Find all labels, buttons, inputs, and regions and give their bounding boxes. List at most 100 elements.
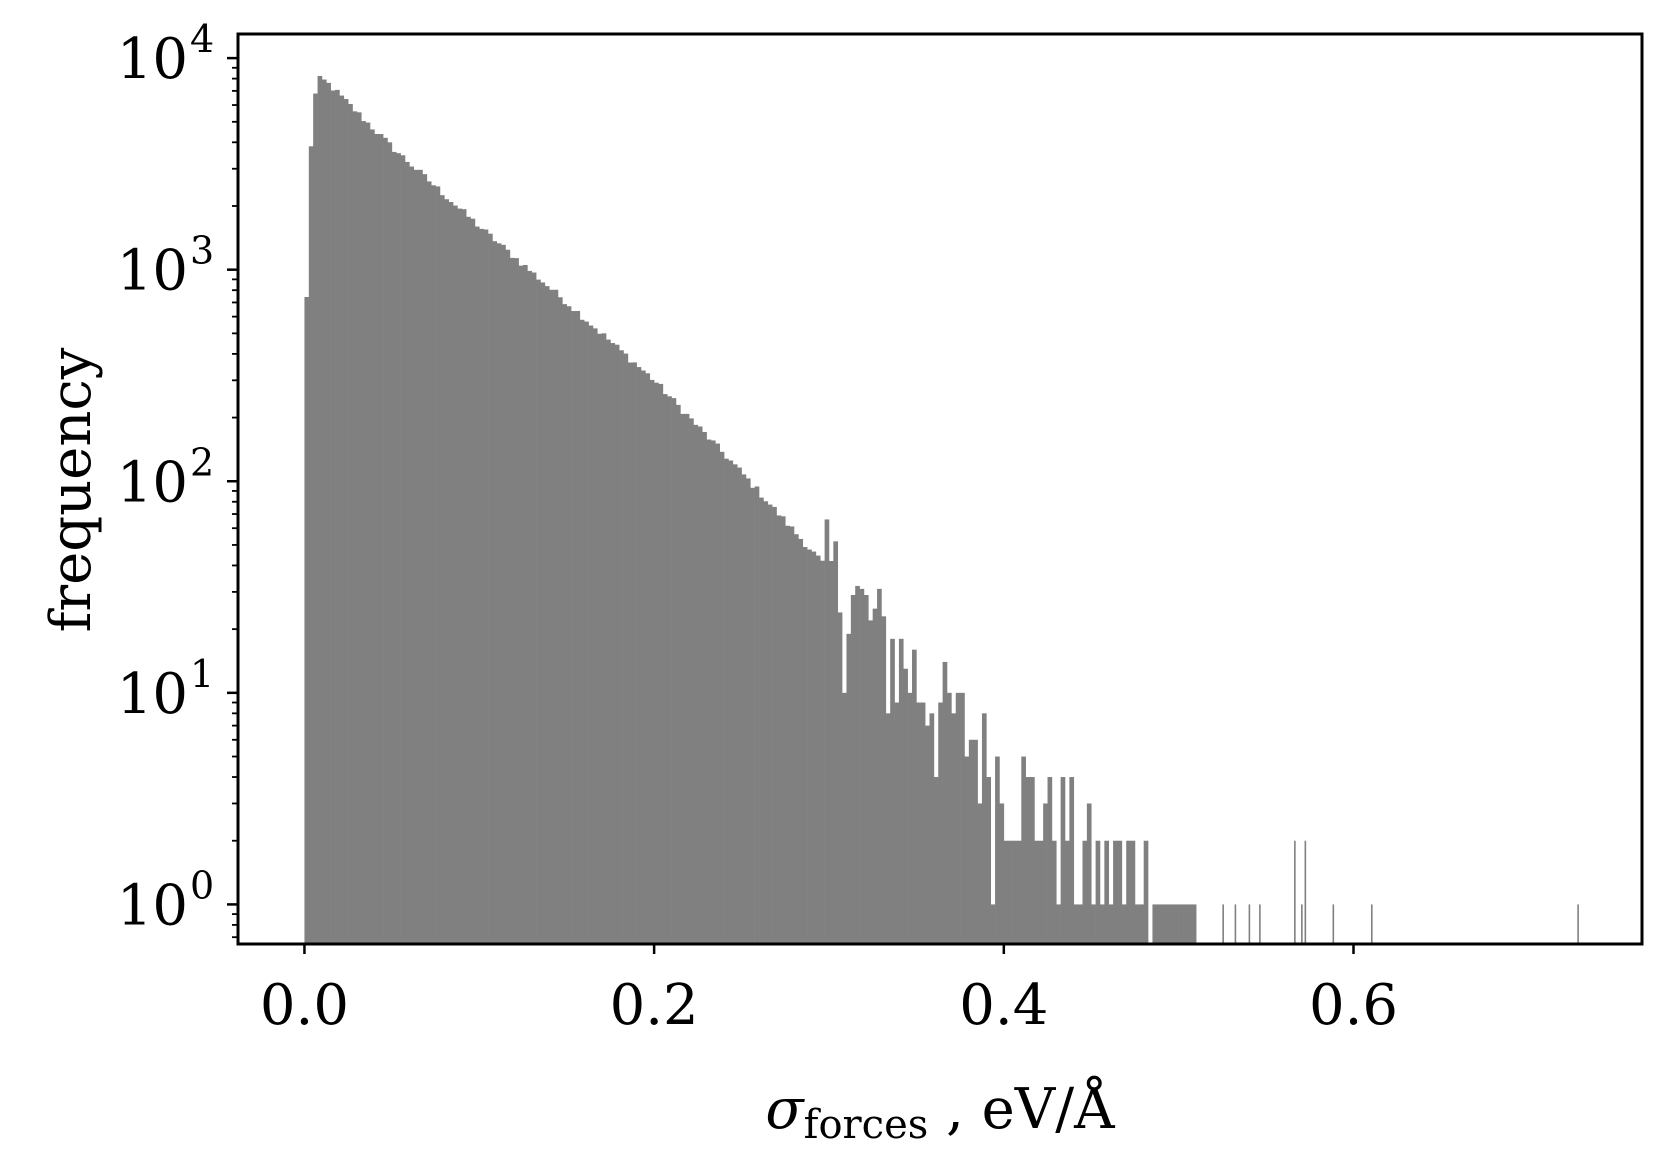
histogram-bar <box>1060 777 1066 944</box>
histogram-bar <box>431 185 436 945</box>
histogram-bar <box>426 181 432 944</box>
histogram-bar <box>912 649 917 944</box>
histogram-bar <box>623 353 629 944</box>
histogram-bar <box>890 638 895 944</box>
histogram-bar <box>645 373 651 944</box>
x-tick-label: 0.4 <box>959 973 1048 1038</box>
histogram-bar <box>422 174 428 944</box>
histogram-bar <box>833 541 839 944</box>
histogram-bar <box>846 633 852 944</box>
histogram-bar <box>435 186 441 945</box>
histogram-bar <box>1165 904 1171 944</box>
histogram-bar <box>920 702 926 944</box>
y-tick-label: 10 <box>117 450 188 515</box>
histogram-bar <box>370 129 375 944</box>
histogram-bar <box>859 588 865 944</box>
histogram-bar <box>960 692 965 944</box>
y-tick-exponent: 4 <box>190 17 214 61</box>
histogram-bar <box>794 534 799 944</box>
histogram-bar <box>396 153 401 944</box>
histogram-bar <box>1003 840 1009 944</box>
histogram-bar <box>1130 840 1136 944</box>
histogram-bar <box>785 525 790 944</box>
histogram-bar <box>1113 840 1118 944</box>
histogram-bar <box>1332 904 1335 944</box>
histogram-bar <box>929 713 935 944</box>
histogram-bar <box>562 304 568 944</box>
x-tick-label: 0.2 <box>610 973 699 1038</box>
histogram-bar <box>837 612 843 944</box>
histogram-bar <box>1161 904 1166 944</box>
histogram-bar <box>1248 904 1251 944</box>
y-tick-exponent: 3 <box>190 229 214 273</box>
histogram-bar <box>741 474 747 944</box>
histogram-bar <box>627 362 633 944</box>
y-tick-label: 10 <box>117 239 188 304</box>
histogram-bar <box>925 725 930 944</box>
histogram-bar <box>461 209 467 944</box>
histogram-bar <box>802 546 808 944</box>
histogram-bar <box>483 229 489 945</box>
histogram-bar <box>986 777 991 944</box>
histogram-bar <box>527 270 533 944</box>
histogram-bar <box>557 297 563 944</box>
histogram-bar <box>973 739 978 944</box>
histogram-bar <box>907 692 913 944</box>
y-tick-label: 10 <box>117 27 188 92</box>
histogram-bar <box>509 257 515 944</box>
histogram-bar <box>474 226 480 945</box>
histogram-bar <box>981 713 987 944</box>
histogram-bar <box>807 549 812 944</box>
histogram-bar <box>693 424 699 945</box>
histogram-bar <box>606 339 611 945</box>
histogram-bar <box>1294 840 1296 944</box>
histogram-bar <box>1012 840 1018 944</box>
histogram-bar <box>710 440 716 944</box>
histogram-bar <box>877 588 882 944</box>
histogram-bar <box>780 516 786 944</box>
histogram-bar <box>697 426 703 944</box>
histogram-bar <box>588 325 594 944</box>
histogram-bar <box>313 93 318 945</box>
histogram-bar <box>1126 840 1131 944</box>
histogram-bar <box>514 258 519 944</box>
histogram-bar <box>339 95 345 944</box>
histogram-bar <box>815 555 821 944</box>
histogram-bar <box>1025 777 1031 944</box>
histogram-bar <box>1370 904 1373 944</box>
x-tick-label: 0.6 <box>1309 973 1398 1038</box>
y-tick-label: 10 <box>117 873 188 938</box>
histogram-bar <box>1183 904 1188 944</box>
histogram-bar <box>348 104 353 944</box>
y-tick-exponent: 0 <box>190 863 214 907</box>
histogram-bar <box>597 333 602 944</box>
y-tick-exponent: 2 <box>190 440 214 484</box>
histogram-bar <box>470 218 476 944</box>
histogram-bar <box>715 443 720 944</box>
histogram-bar <box>789 526 795 944</box>
histogram-bar <box>1104 840 1110 944</box>
histogram-bar <box>1174 904 1179 944</box>
x-axis-ticks: 0.0 0.2 0.4 0.6 <box>260 944 1398 1038</box>
histogram-bar <box>444 199 449 945</box>
histogram-bar <box>1117 840 1123 944</box>
histogram-bar <box>737 467 742 944</box>
y-tick-exponent: 1 <box>190 652 214 696</box>
histogram-bar <box>549 289 554 944</box>
histogram-bar <box>523 264 528 945</box>
histogram-bar <box>903 668 908 944</box>
y-axis-label: frequency <box>39 347 104 632</box>
histogram-bar <box>1143 840 1149 944</box>
histogram-bar <box>863 595 869 944</box>
histogram-bar <box>662 394 668 944</box>
histogram-bar <box>1234 904 1237 944</box>
histogram-bar <box>759 497 764 944</box>
histogram-bar <box>977 803 983 944</box>
histogram-bar <box>575 310 581 945</box>
histogram-bar <box>614 344 620 944</box>
histogram-bar <box>1030 777 1035 944</box>
histogram-bar <box>579 319 585 944</box>
histogram-bar <box>894 702 900 944</box>
histogram-bar <box>658 383 664 944</box>
